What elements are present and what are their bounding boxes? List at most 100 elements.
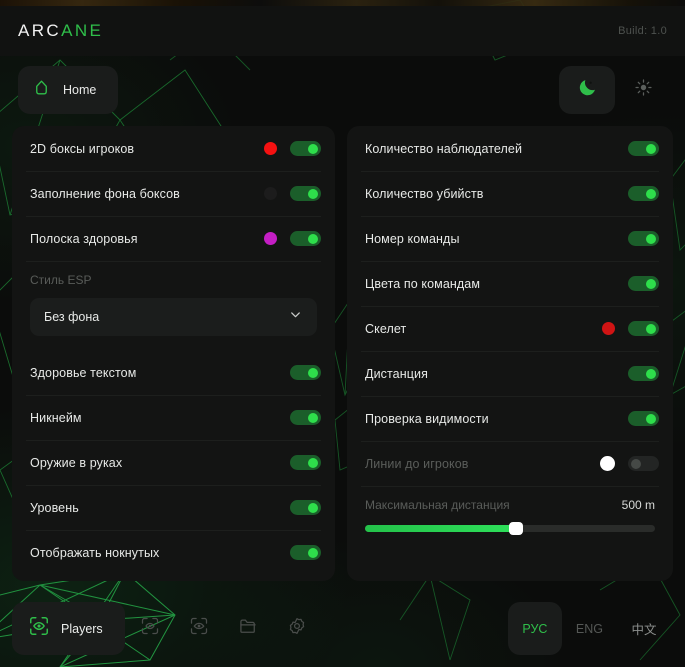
setting-row[interactable]: 2D боксы игроков	[12, 126, 335, 171]
esp-style-label: Стиль ESP	[30, 273, 92, 287]
setting-row[interactable]: Здоровье текстом	[12, 350, 335, 395]
max-distance-group: Максимальная дистанция 500 m	[347, 486, 673, 548]
toggle-switch[interactable]	[628, 141, 659, 156]
theme-dark-button[interactable]	[559, 66, 615, 114]
color-swatch[interactable]	[264, 142, 277, 155]
toggle-switch[interactable]	[628, 366, 659, 381]
toggle-switch[interactable]	[290, 365, 321, 380]
setting-row[interactable]: Никнейм	[12, 395, 335, 440]
color-swatch[interactable]	[600, 456, 615, 471]
setting-row[interactable]: Скелет	[347, 306, 673, 351]
toggle-switch[interactable]	[628, 231, 659, 246]
setting-label: Цвета по командам	[365, 276, 481, 291]
toggle-switch[interactable]	[628, 456, 659, 471]
toggle-switch[interactable]	[290, 231, 321, 246]
app-header: ARCANE Build: 1.0	[0, 6, 685, 56]
tab-home[interactable]: Home	[18, 66, 118, 114]
eye-scan-icon	[28, 615, 50, 642]
toggle-switch[interactable]	[290, 500, 321, 515]
esp-style-dropdown[interactable]: Без фона	[30, 298, 317, 336]
language-option-rus[interactable]: РУС	[507, 602, 562, 655]
language-option-eng[interactable]: ENG	[575, 621, 603, 636]
setting-row[interactable]: Оружие в руках	[12, 440, 335, 485]
setting-controls	[290, 545, 321, 560]
max-distance-header: Максимальная дистанция 500 m	[365, 498, 655, 512]
toggle-switch[interactable]	[628, 321, 659, 336]
color-swatch[interactable]	[264, 187, 277, 200]
nav-item-eye-target[interactable]	[125, 602, 174, 655]
setting-label: Линии до игроков	[365, 456, 469, 471]
toggle-switch[interactable]	[290, 455, 321, 470]
setting-label: Отображать нокнутых	[30, 545, 160, 560]
settings-panel-left: 2D боксы игроков Заполнение фона боксов …	[12, 126, 335, 581]
setting-row[interactable]: Отображать нокнутых	[12, 530, 335, 575]
setting-controls	[600, 456, 659, 471]
esp-style-group: Стиль ESP Без фона	[12, 261, 335, 350]
color-swatch[interactable]	[264, 232, 277, 245]
max-distance-value: 500 m	[621, 498, 655, 512]
setting-controls	[628, 141, 659, 156]
toggle-switch[interactable]	[628, 411, 659, 426]
toggle-switch[interactable]	[290, 410, 321, 425]
nav-item-eye-scan-alt[interactable]	[174, 602, 223, 655]
toggle-switch[interactable]	[290, 186, 321, 201]
setting-label: Количество убийств	[365, 186, 484, 201]
toggle-knob	[646, 143, 656, 154]
setting-row[interactable]: Количество наблюдателей	[347, 126, 673, 171]
setting-row[interactable]: Уровень	[12, 485, 335, 530]
toggle-switch[interactable]	[628, 186, 659, 201]
setting-row-disabled[interactable]: Линии до игроков	[347, 441, 673, 486]
max-distance-slider[interactable]	[365, 522, 655, 535]
build-version: Build: 1.0	[618, 25, 667, 37]
setting-controls	[628, 186, 659, 201]
setting-controls	[628, 231, 659, 246]
sun-icon	[634, 78, 653, 102]
toggle-knob	[308, 188, 318, 199]
setting-label: Скелет	[365, 321, 407, 336]
moon-icon	[577, 77, 598, 103]
setting-controls	[264, 186, 321, 201]
nav-item-players[interactable]: Players	[12, 602, 125, 655]
theme-light-button[interactable]	[615, 66, 671, 114]
setting-row[interactable]: Заполнение фона боксов	[12, 171, 335, 216]
setting-label: Проверка видимости	[365, 411, 489, 426]
setting-controls	[628, 411, 659, 426]
toggle-knob	[646, 233, 656, 244]
app-logo: ARCANE	[18, 21, 103, 41]
setting-label: Здоровье текстом	[30, 365, 137, 380]
toggle-knob	[308, 143, 318, 154]
setting-row[interactable]: Полоска здоровья	[12, 216, 335, 261]
setting-row[interactable]: Номер команды	[347, 216, 673, 261]
slider-handle[interactable]	[508, 522, 523, 535]
setting-controls	[290, 410, 321, 425]
logo-text-primary: ARC	[18, 21, 62, 40]
toggle-knob	[646, 368, 656, 379]
setting-controls	[264, 231, 321, 246]
toggle-knob	[308, 367, 318, 378]
top-bar: Home	[0, 56, 685, 122]
esp-style-value: Без фона	[44, 310, 100, 324]
toggle-switch[interactable]	[290, 141, 321, 156]
language-switcher: РУС ENG 中文	[507, 602, 671, 655]
logo-text-accent: ANE	[61, 21, 104, 40]
setting-label: Количество наблюдателей	[365, 141, 523, 156]
language-option-cjk[interactable]: 中文	[631, 623, 657, 637]
nav-item-settings[interactable]	[272, 602, 321, 655]
toggle-switch[interactable]	[290, 545, 321, 560]
max-distance-label: Максимальная дистанция	[365, 498, 510, 512]
nav-item-folder[interactable]	[223, 602, 272, 655]
setting-row[interactable]: Проверка видимости	[347, 396, 673, 441]
setting-row[interactable]: Дистанция	[347, 351, 673, 396]
toggle-knob	[631, 458, 641, 469]
toggle-switch[interactable]	[628, 276, 659, 291]
eye-target-icon	[140, 616, 160, 641]
setting-label: Полоска здоровья	[30, 231, 138, 246]
setting-row[interactable]: Количество убийств	[347, 171, 673, 216]
setting-row[interactable]: Цвета по командам	[347, 261, 673, 306]
setting-label: Уровень	[30, 500, 79, 515]
toggle-knob	[308, 412, 318, 423]
setting-controls	[602, 321, 659, 336]
toggle-knob	[308, 547, 318, 558]
eye-scan-alt-icon	[189, 616, 209, 641]
color-swatch[interactable]	[602, 322, 615, 335]
